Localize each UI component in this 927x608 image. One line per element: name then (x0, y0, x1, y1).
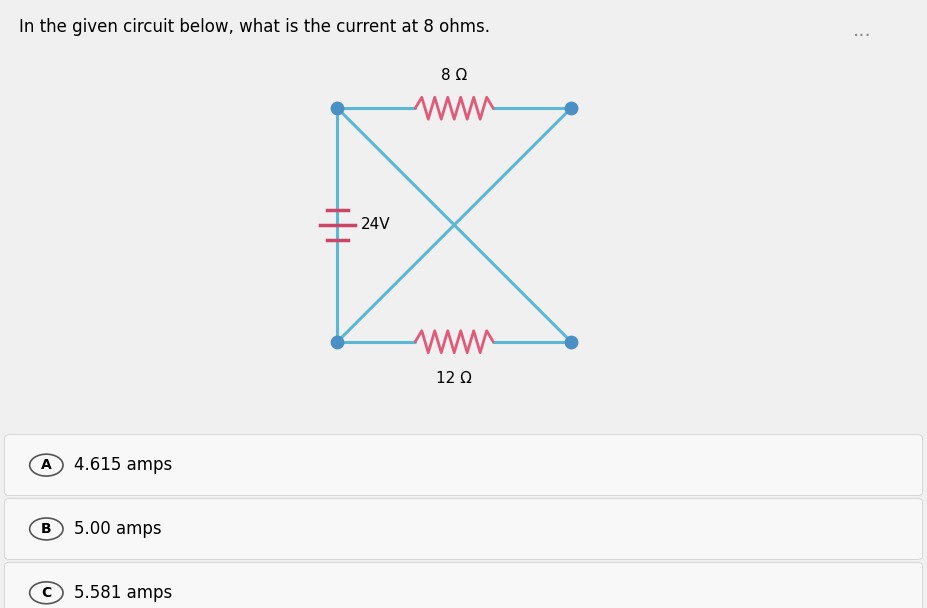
Text: In the given circuit below, what is the current at 8 ohms.: In the given circuit below, what is the … (19, 18, 489, 36)
Text: 24V: 24V (361, 218, 390, 232)
Text: 5.00 amps: 5.00 amps (74, 520, 162, 538)
Point (564, 337, 578, 347)
Text: 12 Ω: 12 Ω (437, 371, 472, 385)
Text: A: A (41, 458, 52, 472)
Text: C: C (41, 586, 52, 600)
Text: 5.581 amps: 5.581 amps (74, 584, 172, 602)
Text: 8 Ω: 8 Ω (441, 68, 467, 83)
Point (330, 103, 345, 113)
Point (564, 103, 578, 113)
Text: ...: ... (853, 21, 871, 40)
Text: B: B (41, 522, 52, 536)
Point (330, 337, 345, 347)
Text: 4.615 amps: 4.615 amps (74, 456, 172, 474)
